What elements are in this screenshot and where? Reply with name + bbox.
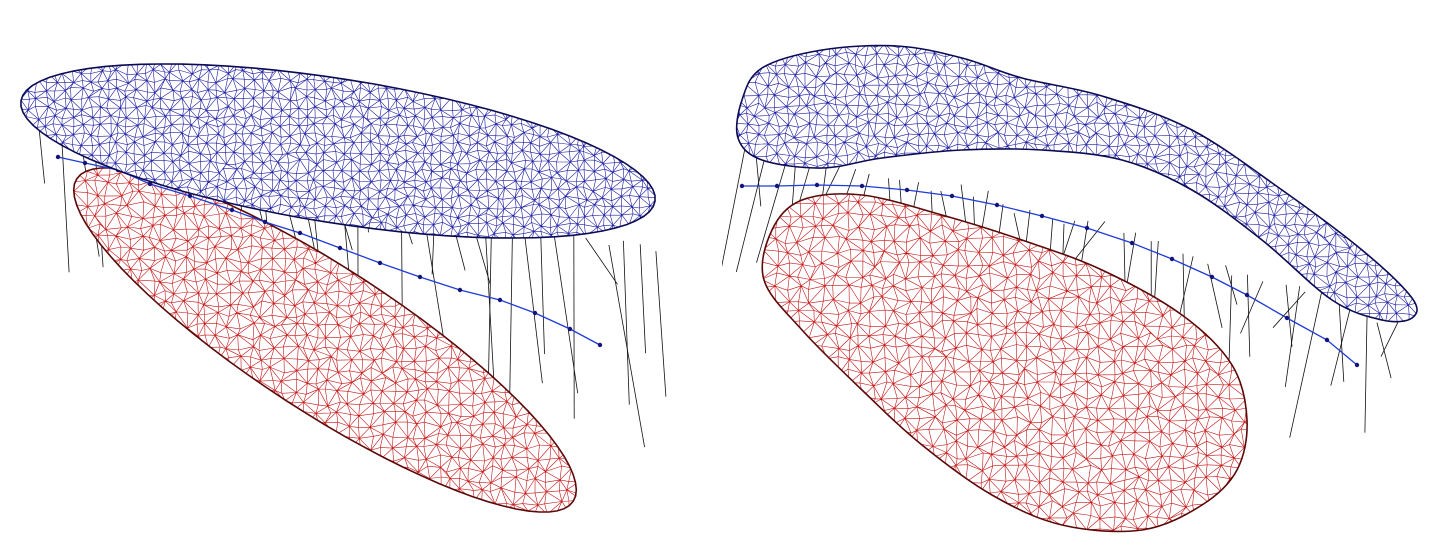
medial-node bbox=[417, 274, 423, 280]
medial-node bbox=[1244, 292, 1250, 298]
medial-node bbox=[904, 187, 910, 193]
connector-line bbox=[1330, 309, 1351, 386]
connector-line bbox=[539, 218, 545, 355]
medial-node bbox=[814, 182, 820, 188]
medial-node bbox=[55, 154, 61, 160]
right-mesh-panel bbox=[722, 44, 1418, 533]
medial-node bbox=[597, 342, 603, 348]
connector-line bbox=[1207, 263, 1223, 328]
connector-line bbox=[639, 244, 646, 354]
connector-line bbox=[1247, 274, 1251, 357]
connector-line bbox=[1284, 286, 1301, 387]
connector-line bbox=[1364, 307, 1368, 433]
mesh-outline bbox=[735, 44, 1418, 323]
medial-node bbox=[1039, 213, 1045, 219]
medial-node bbox=[1324, 337, 1330, 343]
connector-line bbox=[1240, 281, 1264, 334]
medial-path bbox=[739, 182, 1360, 368]
left-mesh-panel bbox=[20, 63, 667, 513]
connector-line bbox=[1338, 294, 1345, 382]
medial-node bbox=[994, 202, 1000, 208]
mesh-outline bbox=[761, 193, 1248, 533]
medial-node bbox=[949, 193, 955, 199]
connector-line bbox=[585, 237, 618, 285]
medial-node bbox=[532, 310, 538, 316]
connector-line bbox=[509, 222, 513, 417]
medial-node bbox=[497, 297, 503, 303]
connector-line bbox=[1380, 317, 1401, 357]
mesh-fill bbox=[736, 45, 1418, 322]
lower-red-mesh bbox=[761, 193, 1248, 533]
connector-line bbox=[523, 227, 543, 384]
medial-node bbox=[187, 193, 193, 199]
medial-node bbox=[82, 160, 88, 166]
medial-curve bbox=[57, 156, 601, 346]
medial-node bbox=[377, 260, 383, 266]
medial-node bbox=[1354, 362, 1360, 368]
medial-node bbox=[337, 245, 343, 251]
connector-line bbox=[735, 152, 767, 273]
connector-line bbox=[756, 155, 789, 263]
connector-line bbox=[1070, 221, 1106, 265]
medial-node bbox=[859, 183, 865, 189]
mesh-outline bbox=[72, 167, 578, 513]
medial-node bbox=[1084, 225, 1090, 231]
medial-node bbox=[1129, 240, 1135, 246]
connector-line bbox=[1285, 284, 1293, 347]
medial-node bbox=[567, 326, 573, 332]
connector-line bbox=[623, 240, 630, 405]
mesh-outline bbox=[20, 63, 656, 239]
mesh-fill bbox=[21, 64, 655, 238]
medial-node bbox=[457, 287, 463, 293]
connector-line bbox=[1289, 290, 1323, 438]
connector-line bbox=[655, 251, 667, 397]
connector-line bbox=[608, 244, 645, 448]
medial-node bbox=[297, 230, 303, 236]
medial-node bbox=[1169, 256, 1175, 262]
connector-line bbox=[1272, 291, 1306, 328]
medial-node bbox=[147, 181, 153, 187]
medial-node bbox=[774, 183, 780, 189]
connector-line bbox=[722, 146, 746, 267]
medial-node bbox=[739, 183, 745, 189]
medial-node bbox=[262, 219, 268, 225]
medial-curve bbox=[742, 184, 1358, 366]
medial-node bbox=[1284, 315, 1290, 321]
medial-node bbox=[229, 207, 235, 213]
medial-node bbox=[1209, 274, 1215, 280]
upper-blue-mesh bbox=[20, 63, 656, 239]
